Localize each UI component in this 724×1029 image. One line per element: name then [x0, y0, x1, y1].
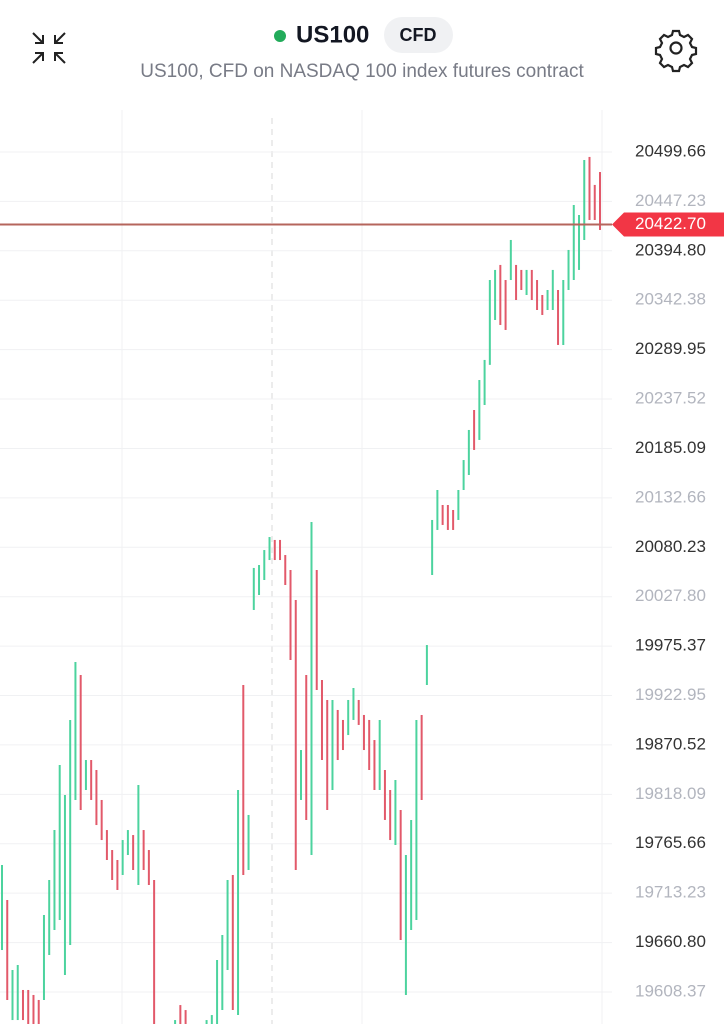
y-tick-label: 20289.95	[635, 339, 706, 358]
y-tick-label: 19870.52	[635, 734, 706, 753]
last-price-label: 20422.70	[635, 214, 706, 233]
y-tick-label: 19765.66	[635, 833, 706, 852]
y-tick-label: 20185.09	[635, 438, 706, 457]
y-tick-label: 20394.80	[635, 240, 706, 259]
y-tick-label: 19818.09	[635, 784, 706, 803]
y-tick-label: 19922.95	[635, 685, 706, 704]
y-tick-label: 20342.38	[635, 290, 706, 309]
settings-icon[interactable]	[654, 29, 698, 73]
y-tick-label: 19660.80	[635, 932, 706, 951]
collapse-icon[interactable]	[32, 32, 66, 64]
y-tick-label: 20499.66	[635, 141, 706, 160]
vertical-grid	[121, 110, 603, 1024]
y-tick-label: 19713.23	[635, 883, 706, 902]
y-tick-label: 20132.66	[635, 487, 706, 506]
y-tick-label: 20027.80	[635, 586, 706, 605]
last-price-tag	[612, 212, 724, 237]
symbol-title: US100	[296, 21, 369, 48]
subtitle: US100, CFD on NASDAQ 100 index futures c…	[140, 61, 584, 82]
badge-bg	[384, 17, 453, 53]
badge: CFD	[400, 25, 437, 45]
y-tick-label: 19608.37	[635, 981, 706, 1000]
y-tick-label: 19975.37	[635, 636, 706, 655]
y-tick-label: 20080.23	[635, 537, 706, 556]
status-dot	[274, 30, 286, 42]
y-tick-label: 20447.23	[635, 191, 706, 210]
y-tick-label: 20237.52	[635, 389, 706, 408]
